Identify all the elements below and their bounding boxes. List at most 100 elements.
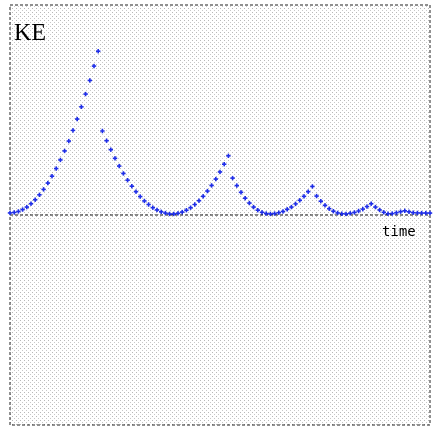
data-point (402, 208, 407, 213)
data-point (37, 192, 42, 198)
data-point (91, 63, 97, 69)
data-point (70, 128, 76, 133)
data-point (348, 211, 353, 216)
data-point (243, 196, 248, 201)
data-point (415, 210, 420, 216)
data-point (356, 208, 361, 214)
y-axis-label: KE (14, 20, 46, 46)
data-point (79, 104, 84, 110)
data-point (411, 210, 416, 215)
data-point (87, 78, 92, 83)
data-point (159, 209, 164, 215)
data-point (49, 173, 55, 179)
data-point (209, 183, 214, 188)
data-point (96, 49, 101, 54)
data-point (117, 163, 122, 169)
data-point (33, 197, 38, 202)
data-point (167, 211, 172, 217)
data-point (364, 204, 370, 209)
data-point (264, 211, 269, 216)
data-point (285, 207, 290, 212)
data-point (222, 161, 227, 167)
data-point (75, 116, 80, 122)
data-point (331, 209, 336, 214)
data-point (54, 166, 59, 171)
data-point (7, 210, 13, 216)
data-point (272, 211, 277, 216)
data-point (398, 209, 403, 214)
data-point (154, 207, 160, 213)
data-point (104, 138, 109, 143)
data-point (339, 211, 344, 216)
data-point (163, 210, 168, 216)
data-point (146, 202, 151, 207)
data-point (129, 184, 134, 189)
data-point (310, 184, 315, 189)
data-point (280, 209, 286, 214)
data-point (306, 189, 311, 194)
data-point (121, 171, 126, 176)
data-point (171, 211, 176, 217)
data-point (175, 211, 181, 216)
data-point (24, 204, 29, 210)
data-point (255, 207, 260, 213)
data-point (230, 175, 235, 181)
data-point (369, 201, 374, 206)
data-point (133, 189, 139, 194)
data-point (83, 91, 88, 97)
data-point (381, 210, 386, 215)
data-point (293, 201, 298, 207)
data-point (150, 205, 155, 210)
data-point (41, 187, 46, 192)
data-point (100, 128, 105, 134)
data-point (205, 188, 210, 194)
data-point (385, 211, 391, 216)
data-point (66, 138, 71, 144)
data-point (427, 210, 433, 216)
data-point (297, 198, 302, 203)
data-point (142, 198, 147, 204)
data-point (419, 210, 424, 216)
data-point (196, 198, 202, 203)
data-point (192, 202, 197, 207)
data-point (322, 203, 328, 208)
data-point (112, 156, 118, 161)
data-point (377, 207, 382, 213)
data-point (62, 148, 67, 154)
data-point (423, 210, 428, 216)
data-point (217, 169, 223, 175)
data-point (108, 147, 113, 152)
data-point (394, 210, 399, 215)
x-axis-label: time (382, 224, 416, 240)
data-point (125, 177, 130, 183)
data-point (406, 209, 412, 215)
data-point (390, 211, 395, 216)
data-point (247, 200, 252, 206)
data-point (138, 194, 143, 199)
data-point (188, 205, 193, 210)
data-point (16, 209, 21, 214)
data-point (20, 207, 25, 212)
data-point (251, 204, 256, 210)
data-point (318, 198, 323, 204)
data-point (28, 201, 34, 206)
data-point (213, 176, 218, 182)
data-point (352, 210, 357, 215)
data-point (335, 210, 340, 216)
data-point (201, 194, 206, 199)
data-point (268, 211, 273, 217)
data-point (234, 183, 239, 188)
data-point (58, 157, 63, 163)
data-point (289, 204, 294, 210)
data-point (180, 209, 185, 215)
data-point (276, 210, 281, 215)
data-point (314, 193, 319, 199)
data-point (301, 194, 307, 199)
data-point (12, 210, 17, 215)
data-point (238, 190, 244, 195)
data-point (360, 206, 365, 212)
data-point (343, 211, 349, 217)
data-point (45, 180, 50, 186)
